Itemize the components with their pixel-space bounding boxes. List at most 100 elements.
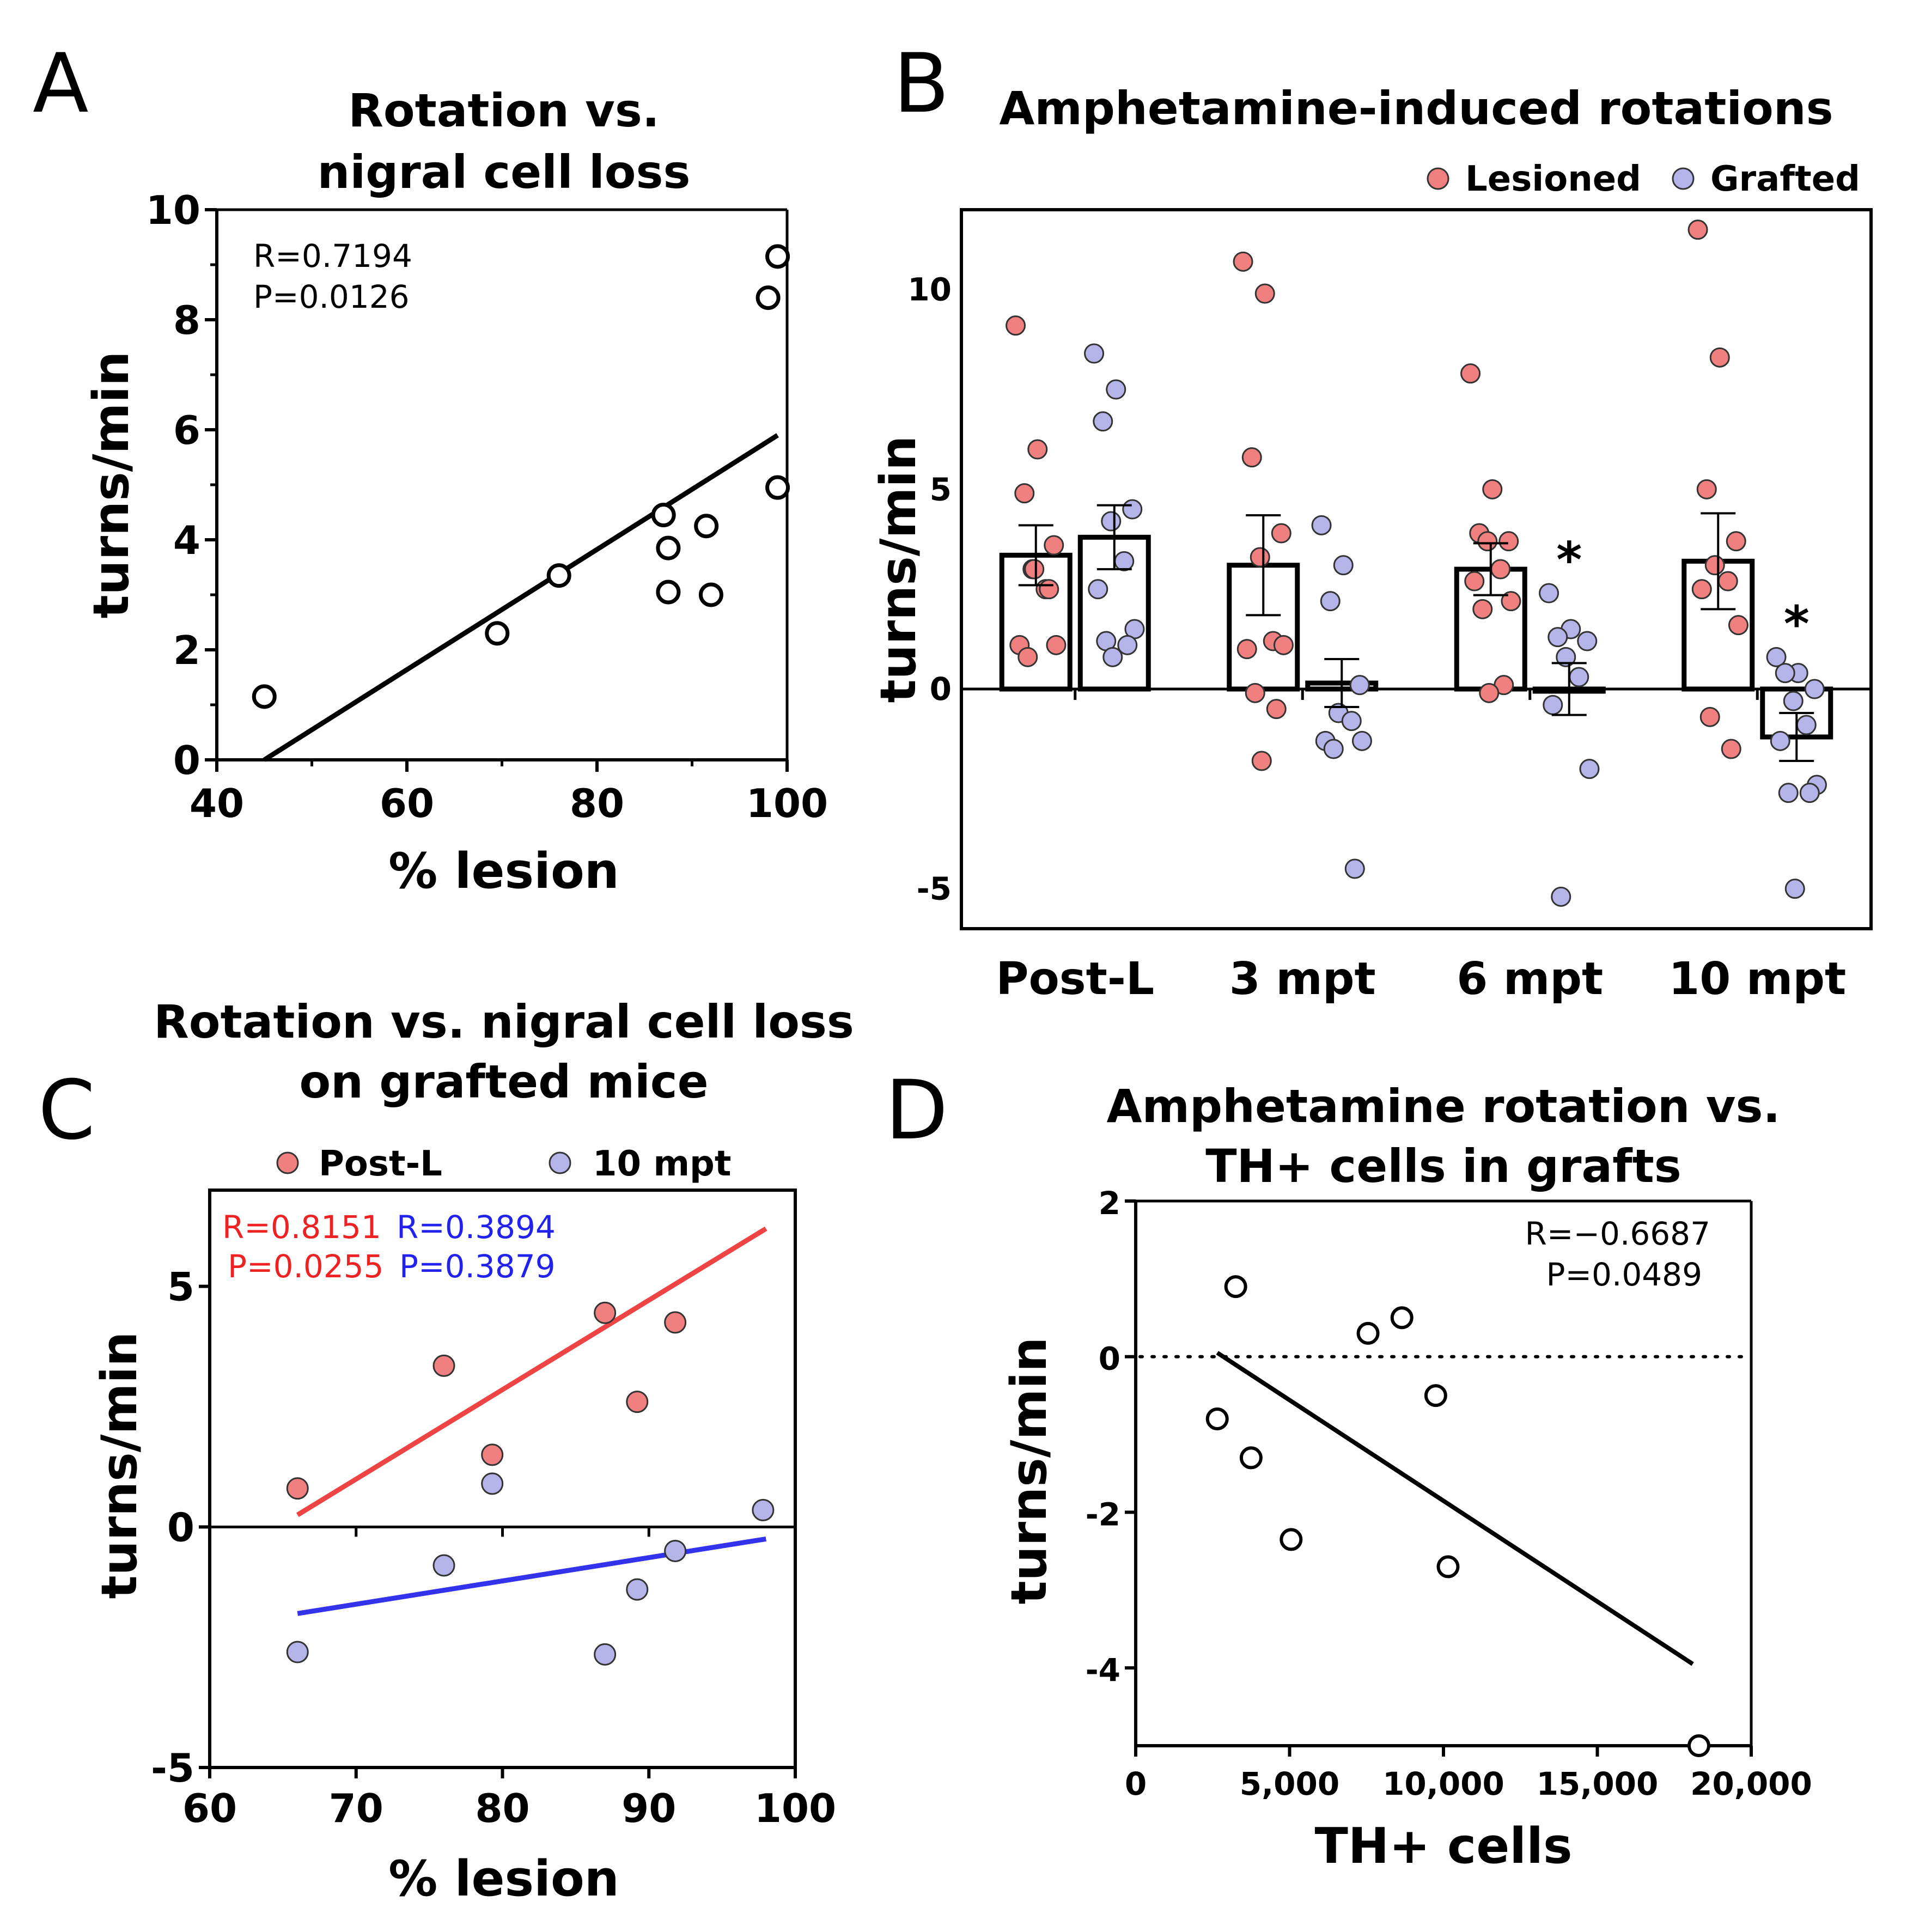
panel-d-point bbox=[1390, 1306, 1414, 1330]
panel-d-y-tick-label: -2 bbox=[1086, 1496, 1120, 1533]
panel-b-point-lesioned bbox=[1696, 479, 1717, 499]
panel-b-point-lesioned bbox=[1046, 635, 1067, 655]
panel-b-point-lesioned bbox=[1251, 751, 1272, 771]
panel-d-x-tick-label: 5,000 bbox=[1240, 1765, 1339, 1802]
panel-c-point-post-l bbox=[594, 1301, 617, 1324]
panel-c-title-line2: on grafted mice bbox=[299, 1055, 708, 1108]
panel-b-point-lesioned bbox=[1254, 283, 1275, 304]
panel-b-x-ticks bbox=[1074, 689, 1759, 700]
panel-d-r-value: R=−0.6687 bbox=[1525, 1215, 1710, 1252]
panel-b-y-tick-label: 0 bbox=[930, 671, 952, 708]
panel-c-x-tick-label: 100 bbox=[754, 1785, 836, 1831]
panel-d: D Amphetamine rotation vs. TH+ cells in … bbox=[885, 1063, 1812, 1875]
panel-b-point-grafted bbox=[1569, 667, 1589, 687]
panel-d-point bbox=[1280, 1528, 1303, 1551]
panel-a-p-value: P=0.0126 bbox=[253, 278, 410, 315]
panel-b-point-lesioned bbox=[1709, 347, 1730, 368]
panel-d-title-line1: Amphetamine rotation vs. bbox=[1107, 1080, 1781, 1133]
panel-a-y-tick-label: 10 bbox=[146, 187, 200, 233]
panel-b-point-lesioned bbox=[1044, 535, 1064, 556]
panel-d-x-label: TH+ cells bbox=[1314, 1818, 1572, 1875]
panel-d-title-line2: TH+ cells in grafts bbox=[1205, 1139, 1682, 1193]
panel-c-title-line1: Rotation vs. nigral cell loss bbox=[154, 995, 854, 1049]
panel-d-point bbox=[1356, 1321, 1380, 1345]
panel-a-point bbox=[765, 475, 790, 500]
panel-b-y-tick-label: -5 bbox=[917, 870, 952, 907]
panel-c-point-10mpt bbox=[432, 1554, 455, 1577]
panel-a-point bbox=[698, 582, 723, 607]
panel-d-p-value: P=0.0489 bbox=[1546, 1256, 1702, 1293]
panel-b-point-grafted bbox=[1320, 591, 1341, 612]
panel-a: A Rotation vs. nigral cell loss 0 2 4 6 8 10 … bbox=[33, 36, 828, 900]
panel-b-point-lesioned bbox=[1018, 647, 1038, 667]
panel-b-error-bars bbox=[1018, 504, 1814, 762]
panel-letter-c: C bbox=[38, 1063, 95, 1158]
panel-b-point-grafted bbox=[1551, 886, 1571, 907]
panel-b-point-lesioned bbox=[1245, 682, 1265, 703]
panel-d-point bbox=[1424, 1384, 1447, 1407]
panel-b-point-lesioned bbox=[1006, 315, 1026, 336]
panel-c-x-tick-label: 90 bbox=[622, 1785, 676, 1831]
panel-b-significance-star: * bbox=[1784, 595, 1810, 653]
panel-c-10mpt-fit-line bbox=[297, 1536, 766, 1616]
panel-a-y-ticks: 0 2 4 6 8 10 bbox=[146, 187, 217, 783]
legend-grafted-marker bbox=[1672, 167, 1695, 190]
panel-b-point-grafted bbox=[1778, 783, 1799, 803]
panel-a-y-tick-label: 2 bbox=[173, 627, 200, 673]
panel-c-point-10mpt bbox=[664, 1540, 687, 1562]
panel-d-fit-line bbox=[1216, 1351, 1694, 1666]
panel-a-point bbox=[252, 684, 277, 709]
panel-d-x-tick-label: 20,000 bbox=[1690, 1765, 1812, 1802]
panel-d-x-tick-label: 10,000 bbox=[1382, 1765, 1504, 1802]
panel-c-y-label: turns/min bbox=[91, 1332, 148, 1599]
panel-b-point-lesioned bbox=[1273, 635, 1294, 655]
panel-c-y-tick-label: -5 bbox=[151, 1745, 194, 1791]
panel-a-point bbox=[694, 514, 719, 539]
panel-c-point-post-l bbox=[626, 1391, 649, 1413]
panel-b-point-lesioned bbox=[1024, 559, 1045, 580]
panel-b-point-lesioned bbox=[1728, 615, 1748, 636]
panel-b-point-lesioned bbox=[1014, 483, 1035, 504]
panel-b-point-grafted bbox=[1556, 647, 1576, 667]
panel-b-point-grafted bbox=[1766, 647, 1787, 667]
panel-c-point-10mpt bbox=[286, 1641, 309, 1663]
panel-c-10mpt-r: R=0.3894 bbox=[397, 1209, 556, 1246]
panel-b-point-lesioned bbox=[1266, 699, 1287, 720]
panel-c-point-post-l bbox=[664, 1311, 687, 1334]
panel-letter-a: A bbox=[33, 36, 89, 131]
panel-a-x-tick-label: 80 bbox=[570, 781, 624, 826]
panel-b-point-grafted bbox=[1102, 647, 1123, 667]
panel-a-x-label: % lesion bbox=[388, 843, 619, 900]
panel-b-y-label: turns/min bbox=[870, 436, 927, 703]
legend-lesioned-marker bbox=[1427, 167, 1449, 190]
legend-lesioned-label: Lesioned bbox=[1465, 159, 1641, 199]
panel-c-point-10mpt bbox=[481, 1472, 504, 1495]
panel-b-point-lesioned bbox=[1236, 639, 1257, 660]
panel-b-bar-lesioned bbox=[999, 552, 1073, 692]
panel-d-x-tick-label: 0 bbox=[1125, 1765, 1147, 1802]
panel-c-y-ticks: -5 0 5 bbox=[151, 1264, 210, 1791]
panel-b-point-grafted bbox=[1117, 635, 1138, 655]
panel-b-point-grafted bbox=[1783, 691, 1804, 711]
panel-b-point-lesioned bbox=[1271, 523, 1291, 544]
panel-c-legend: Post-L 10 mpt bbox=[276, 1144, 731, 1184]
panel-c-y-tick-label: 5 bbox=[167, 1264, 194, 1310]
panel-b-point-grafted bbox=[1344, 858, 1365, 879]
panel-c-point-post-l bbox=[286, 1477, 309, 1500]
panel-a-point bbox=[546, 563, 571, 588]
panel-b-point-grafted bbox=[1770, 730, 1790, 751]
panel-c-y-tick-label: 0 bbox=[167, 1504, 194, 1550]
panel-letter-b: B bbox=[893, 36, 949, 131]
panel-b-point-lesioned bbox=[1498, 531, 1519, 552]
panel-b-y-tick-label: 5 bbox=[930, 471, 952, 508]
panel-a-point bbox=[765, 244, 790, 269]
panel-c-x-tick-label: 60 bbox=[182, 1785, 237, 1831]
panel-letter-d: D bbox=[885, 1063, 948, 1158]
panel-b-point-lesioned bbox=[1691, 579, 1712, 600]
panel-c-x-label: % lesion bbox=[388, 1850, 619, 1907]
panel-c-plot: -5 0 5 60 70 80 90 100 R=0.8151 P=0.0255 R=0.3… bbox=[151, 1189, 836, 1831]
panel-b-point-lesioned bbox=[1482, 479, 1503, 499]
panel-b-point-lesioned bbox=[1477, 531, 1498, 552]
panel-b-point-grafted bbox=[1311, 515, 1332, 535]
